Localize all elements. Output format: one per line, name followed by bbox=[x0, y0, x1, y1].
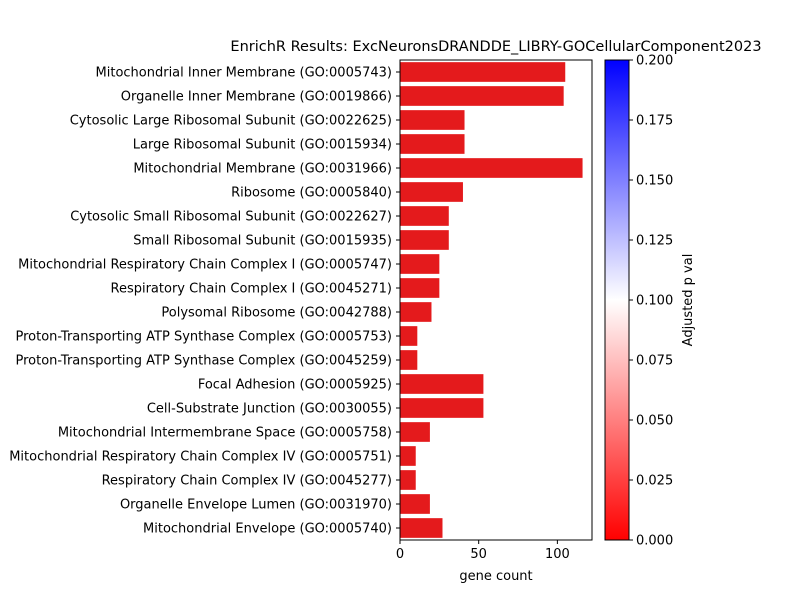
bar bbox=[400, 182, 463, 202]
colorbar-tick-label: 0.075 bbox=[636, 354, 673, 369]
bar bbox=[400, 494, 430, 514]
colorbar: 0.000 0.025 0.050 0.075 0.100 0.125 0.150 0.175… bbox=[604, 54, 696, 549]
y-tick-label: Proton-Transporting ATP Synthase Complex… bbox=[16, 330, 393, 345]
colorbar-tick-label: 0.125 bbox=[636, 234, 673, 249]
bar bbox=[400, 86, 564, 106]
y-tick-label: Respiratory Chain Complex I (GO:0045271) bbox=[111, 282, 393, 297]
x-tick-label: 100 bbox=[545, 547, 570, 562]
x-axis-label: gene count bbox=[459, 569, 532, 584]
x-tick-label: 50 bbox=[470, 547, 487, 562]
y-tick-label: Large Ribosomal Subunit (GO:0015934) bbox=[133, 138, 392, 153]
bars-group bbox=[400, 62, 583, 538]
bar bbox=[400, 350, 418, 370]
y-tick-label: Mitochondrial Respiratory Chain Complex … bbox=[9, 450, 392, 465]
y-tick-label: Cytosolic Large Ribosomal Subunit (GO:00… bbox=[70, 114, 392, 129]
y-tick-label: Mitochondrial Membrane (GO:0031966) bbox=[133, 162, 392, 177]
colorbar-ticks: 0.000 0.025 0.050 0.075 0.100 0.125 0.150 0.175… bbox=[629, 54, 673, 549]
y-tick-label: Mitochondrial Inner Membrane (GO:0005743… bbox=[96, 66, 392, 81]
y-tick-label: Mitochondrial Intermembrane Space (GO:00… bbox=[58, 426, 392, 441]
bar bbox=[400, 326, 418, 346]
y-tick-label: Organelle Inner Membrane (GO:0019866) bbox=[121, 90, 392, 105]
x-tick-label: 0 bbox=[396, 547, 404, 562]
colorbar-tick-label: 0.050 bbox=[636, 414, 673, 429]
bar bbox=[400, 230, 449, 250]
bar bbox=[400, 278, 440, 298]
y-tick-label: Mitochondrial Respiratory Chain Complex … bbox=[18, 258, 392, 273]
colorbar-tick-label: 0.150 bbox=[636, 174, 673, 189]
y-tick-label: Cytosolic Small Ribosomal Subunit (GO:00… bbox=[70, 210, 392, 225]
bar bbox=[400, 518, 443, 538]
bar bbox=[400, 110, 465, 130]
bar bbox=[400, 398, 484, 418]
y-tick-label: Ribosome (GO:0005840) bbox=[231, 186, 392, 201]
y-tick-label: Cell-Substrate Junction (GO:0030055) bbox=[147, 402, 392, 417]
bar bbox=[400, 206, 449, 226]
bar bbox=[400, 470, 416, 490]
y-tick-labels: Mitochondrial Inner Membrane (GO:0005743… bbox=[9, 66, 400, 537]
chart-title: EnrichR Results: ExcNeuronsDRANDDE_LIBRY… bbox=[230, 39, 761, 55]
y-tick-label: Mitochondrial Envelope (GO:0005740) bbox=[143, 522, 392, 537]
y-tick-label: Proton-Transporting ATP Synthase Complex… bbox=[16, 354, 393, 369]
bar bbox=[400, 446, 416, 466]
bar bbox=[400, 134, 465, 154]
bar bbox=[400, 374, 484, 394]
bar bbox=[400, 254, 440, 274]
colorbar-gradient bbox=[604, 59, 630, 541]
y-tick-label: Polysomal Ribosome (GO:0042788) bbox=[161, 306, 392, 321]
colorbar-tick-label: 0.100 bbox=[636, 294, 673, 309]
bar bbox=[400, 302, 432, 322]
plot-frame bbox=[399, 59, 593, 541]
y-tick-label: Focal Adhesion (GO:0005925) bbox=[198, 378, 392, 393]
colorbar-tick-label: 0.000 bbox=[636, 534, 673, 549]
bar bbox=[400, 62, 566, 82]
y-tick-label: Small Ribosomal Subunit (GO:0015935) bbox=[133, 234, 392, 249]
colorbar-tick-label: 0.175 bbox=[636, 114, 673, 129]
x-axis: 0 50 100 bbox=[396, 540, 570, 562]
colorbar-label: Adjusted p val bbox=[681, 254, 696, 347]
y-tick-label: Respiratory Chain Complex IV (GO:0045277… bbox=[102, 474, 392, 489]
bar bbox=[400, 422, 430, 442]
colorbar-tick-label: 0.200 bbox=[636, 54, 673, 69]
colorbar-tick-label: 0.025 bbox=[636, 474, 673, 489]
bar bbox=[400, 158, 583, 178]
y-tick-label: Organelle Envelope Lumen (GO:0031970) bbox=[120, 498, 392, 513]
